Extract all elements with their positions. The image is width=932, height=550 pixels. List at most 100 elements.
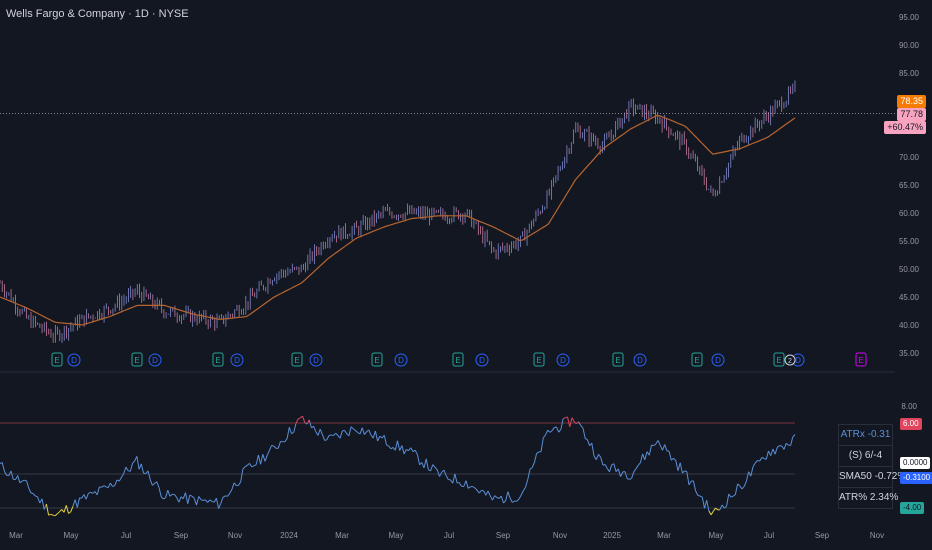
price-tick: 55.00 [899, 237, 920, 246]
earnings-marker [131, 352, 143, 367]
osc-segment [3, 471, 8, 476]
osc-segment [321, 434, 326, 441]
osc-segment [293, 423, 297, 433]
osc-segment [203, 499, 206, 501]
osc-segment [167, 490, 171, 497]
osc-segment [655, 440, 659, 445]
osc-segment [54, 513, 58, 517]
osc-segment [187, 494, 191, 504]
osc-segment [286, 427, 290, 439]
split-marker [784, 354, 796, 366]
osc-segment [445, 475, 449, 480]
osc-segment [637, 462, 641, 466]
osc-segment [768, 450, 772, 456]
osc-segment [32, 493, 36, 497]
osc-segment [383, 435, 387, 446]
stat-atr-x: ATRx -0.31 [839, 425, 892, 446]
price-axis: 95.0090.0085.0080.0075.0070.0065.0060.00… [899, 13, 920, 358]
osc-segment [542, 434, 546, 439]
osc-segment [147, 470, 151, 480]
osc-segment [560, 418, 564, 430]
osc-segment [390, 446, 394, 450]
osc-segment [516, 498, 520, 502]
stat-atr-pct: ATR% 2.34% [839, 492, 899, 503]
osc-upper-tag: 6.00 [900, 418, 922, 430]
osc-segment [291, 431, 294, 435]
osc-segment [525, 479, 529, 488]
osc-segment [138, 463, 142, 470]
osc-segment [684, 470, 687, 473]
osc-segment [406, 449, 409, 452]
osc-segment [567, 416, 571, 427]
price-tick: 35.00 [899, 349, 920, 358]
osc-segment [682, 470, 685, 474]
dividend-label: D [234, 356, 240, 365]
osc-segment [249, 463, 253, 468]
osc-segment [48, 513, 51, 516]
price-tick: 65.00 [899, 181, 920, 190]
osc-segment [158, 487, 162, 497]
osc-segment [600, 457, 604, 466]
osc-segment [624, 471, 628, 479]
osc-segment [266, 450, 270, 456]
osc-segment [754, 460, 758, 464]
osc-segment [220, 497, 224, 504]
osc-segment [443, 469, 447, 476]
osc-segment [96, 486, 100, 496]
osc-segment [273, 445, 277, 449]
osc-segment [399, 445, 403, 451]
osc-segment [94, 491, 98, 496]
osc-segment [467, 486, 471, 489]
price-tick: 70.00 [899, 153, 920, 162]
price-tick: 90.00 [899, 41, 920, 50]
osc-segment [551, 427, 555, 431]
time-label: Nov [870, 531, 884, 540]
osc-segment [379, 435, 383, 439]
osc-segment [598, 453, 602, 458]
osc-segment [770, 448, 774, 456]
osc-segment [68, 511, 71, 514]
osc-segment [425, 458, 429, 470]
osc-segment [129, 463, 133, 472]
time-label: Sep [815, 531, 830, 540]
osc-segment [673, 457, 677, 461]
osc-segment [452, 473, 456, 484]
candles [0, 80, 796, 343]
osc-segment [505, 491, 509, 501]
osc-segment [653, 443, 657, 446]
osc-segment [423, 458, 427, 469]
osc-segment [774, 447, 778, 455]
earnings-marker [51, 352, 63, 367]
osc-segment [306, 419, 310, 425]
osc-segment [125, 466, 129, 471]
osc-segment [430, 464, 434, 471]
osc-segment [114, 479, 118, 486]
osc-segment [670, 457, 674, 461]
osc-segment [244, 464, 248, 468]
osc-segment [262, 454, 266, 462]
osc-segment [116, 479, 120, 482]
osc-segment [63, 505, 67, 513]
osc-segment [595, 454, 599, 460]
osc-segment [529, 467, 533, 470]
osc-segment [196, 496, 200, 506]
earnings-marker [533, 352, 545, 367]
osc-segment [143, 472, 146, 475]
osc-segment [434, 466, 438, 471]
osc-segment [242, 466, 246, 470]
osc-segment [103, 485, 107, 488]
price-tick: 60.00 [899, 209, 920, 218]
event-markers: E D E D E D E D E D E D E D E D E D E D E2 [51, 352, 867, 367]
osc-segment [492, 495, 496, 501]
osc-segment [721, 504, 725, 509]
osc-segment [41, 498, 45, 510]
osc-segment [701, 497, 705, 509]
osc-segment [507, 491, 511, 499]
osc-segment [45, 503, 50, 516]
osc-segment [52, 514, 56, 517]
osc-segment [227, 493, 231, 497]
osc-segment [233, 482, 237, 486]
dividend-marker [67, 353, 81, 367]
osc-lower-tag: -4.00 [900, 502, 925, 514]
